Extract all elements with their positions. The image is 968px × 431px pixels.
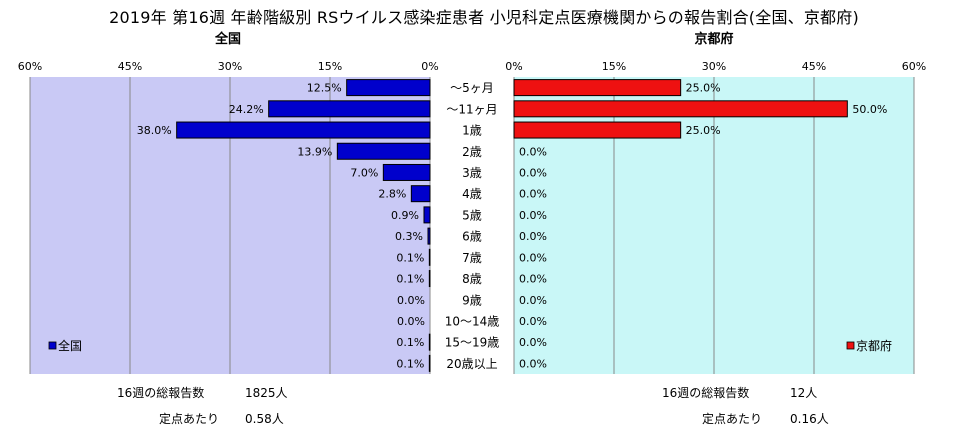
kyoto-data-label: 25.0%	[686, 124, 721, 137]
kyoto-tick-label: 0%	[505, 60, 522, 73]
national-data-label: 2.8%	[378, 188, 406, 201]
national-bar	[428, 354, 431, 372]
kyoto-data-label: 0.0%	[519, 251, 547, 264]
national-tick-label: 0%	[421, 60, 438, 73]
chart-title: 2019年 第16週 年齢階級別 RSウイルス感染症患者 小児科定点医療機関から…	[109, 8, 859, 27]
national-per-value: 0.58人	[245, 412, 284, 426]
category-label: 15～19歳	[445, 336, 500, 350]
national-data-label: 24.2%	[229, 103, 264, 116]
kyoto-data-label: 0.0%	[519, 294, 547, 307]
national-data-label: 0.1%	[396, 251, 424, 264]
kyoto-per-value: 0.16人	[790, 412, 829, 426]
kyoto-tick-label: 30%	[702, 60, 726, 73]
kyoto-total-label: 16週の総報告数	[662, 386, 750, 400]
kyoto-data-label: 50.0%	[852, 103, 887, 116]
national-data-label: 0.3%	[395, 230, 423, 243]
national-bar	[336, 142, 431, 160]
national-total-label: 16週の総報告数	[117, 386, 205, 400]
national-bar	[268, 100, 431, 118]
national-bar	[346, 79, 431, 97]
kyoto-panel-title: 京都府	[694, 31, 733, 47]
national-tick-label: 60%	[18, 60, 42, 73]
kyoto-data-label: 0.0%	[519, 145, 547, 158]
kyoto-total-value: 12人	[790, 386, 818, 400]
national-per-label: 定点あたり	[159, 412, 220, 426]
national-tick-label: 30%	[218, 60, 242, 73]
kyoto-legend-swatch	[846, 341, 855, 350]
national-total-value: 1825人	[245, 386, 288, 400]
national-data-label: 0.1%	[396, 357, 424, 370]
national-data-label: 0.1%	[396, 336, 424, 349]
category-label: 2歳	[462, 145, 482, 159]
category-label: ～11ヶ月	[446, 102, 497, 116]
kyoto-tick-label: 45%	[802, 60, 826, 73]
national-panel-title: 全国	[214, 31, 241, 47]
category-label: 20歳以上	[446, 357, 497, 371]
kyoto-bar	[513, 100, 848, 118]
national-bar	[382, 163, 431, 181]
national-data-label: 0.0%	[397, 315, 425, 328]
kyoto-data-label: 25.0%	[686, 82, 721, 95]
category-label: ～5ヶ月	[450, 81, 494, 95]
category-label: 8歳	[462, 272, 482, 286]
kyoto-bar	[513, 79, 682, 97]
national-bar	[427, 227, 431, 245]
kyoto-tick-label: 60%	[902, 60, 926, 73]
kyoto-data-label: 0.0%	[519, 357, 547, 370]
national-tick-label: 15%	[318, 60, 342, 73]
category-label: 3歳	[462, 166, 482, 180]
national-tick-label: 45%	[118, 60, 142, 73]
national-data-label: 0.1%	[396, 273, 424, 286]
category-label: 5歳	[462, 208, 482, 222]
kyoto-data-label: 0.0%	[519, 315, 547, 328]
kyoto-data-label: 0.0%	[519, 209, 547, 222]
kyoto-per-label: 定点あたり	[702, 412, 763, 426]
kyoto-data-label: 0.0%	[519, 188, 547, 201]
national-data-label: 0.0%	[397, 294, 425, 307]
national-legend-label: 全国	[58, 338, 82, 353]
kyoto-bar	[513, 121, 682, 139]
kyoto-data-label: 0.0%	[519, 166, 547, 179]
national-bar	[428, 270, 431, 288]
category-label: 10～14歳	[445, 314, 500, 328]
kyoto-legend-label: 京都府	[856, 338, 892, 353]
national-data-label: 7.0%	[350, 166, 378, 179]
category-label: 4歳	[462, 187, 482, 201]
kyoto-data-label: 0.0%	[519, 230, 547, 243]
category-label: 6歳	[462, 230, 482, 244]
national-bar	[428, 333, 431, 351]
national-bar	[410, 185, 431, 203]
kyoto-data-label: 0.0%	[519, 273, 547, 286]
national-data-label: 13.9%	[297, 145, 332, 158]
national-data-label: 12.5%	[307, 82, 342, 95]
national-bar	[176, 121, 431, 139]
national-bar	[423, 206, 431, 224]
national-legend-swatch	[48, 341, 57, 350]
kyoto-tick-label: 15%	[602, 60, 626, 73]
national-bar	[428, 248, 431, 266]
national-data-label: 38.0%	[137, 124, 172, 137]
kyoto-data-label: 0.0%	[519, 336, 547, 349]
category-label: 1歳	[462, 124, 482, 138]
category-label: 7歳	[462, 251, 482, 265]
national-data-label: 0.9%	[391, 209, 419, 222]
category-label: 9歳	[462, 293, 482, 307]
